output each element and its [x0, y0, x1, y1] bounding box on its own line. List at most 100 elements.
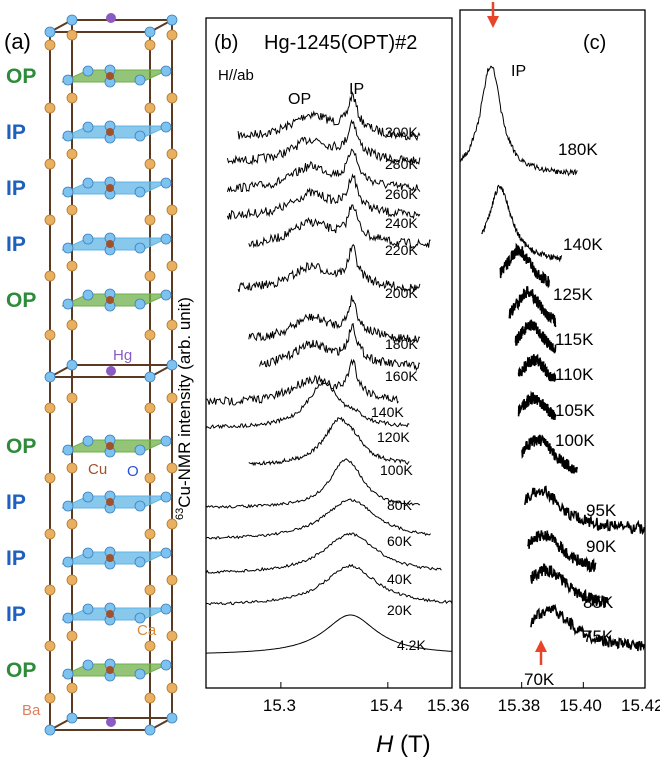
- temperature-label-b: 300K: [385, 124, 418, 140]
- temperature-label-b: 40K: [387, 571, 413, 587]
- temperature-label-b: 160K: [385, 368, 418, 384]
- oxygen-atom: [62, 186, 74, 198]
- spectrum-b-300K: [237, 91, 421, 142]
- spectra-b: [205, 91, 453, 654]
- panel-c-label: (c): [583, 32, 606, 54]
- panel-c-frame: [459, 9, 646, 689]
- spectrum-b-160K: [259, 322, 421, 372]
- copper-atom: [106, 296, 114, 304]
- oxygen-atom: [134, 130, 146, 142]
- temperature-label-c: 90K: [586, 537, 617, 556]
- oxygen-atom: [62, 130, 74, 142]
- barium-atom: [44, 329, 56, 341]
- layer-label-op: OP: [6, 289, 36, 312]
- oxygen-atom: [82, 547, 94, 559]
- corner-oxygen-atom: [66, 14, 78, 26]
- oxygen-atom: [62, 444, 74, 456]
- cu-atom-label: Cu: [88, 461, 107, 478]
- copper-atom: [106, 610, 114, 618]
- temperature-label-b: 220K: [385, 242, 418, 258]
- temperature-labels-c: 180K 140K 125K 115K 110K 105K 100K 95K 90K 85K 75K…: [524, 140, 617, 689]
- calcium-atom: [166, 630, 178, 642]
- oxygen-atom: [62, 242, 74, 254]
- calcium-atom: [44, 270, 56, 282]
- panel-a-label: (a): [4, 29, 31, 54]
- oxygen-atom: [134, 242, 146, 254]
- spectrum-c-90K: [524, 485, 646, 536]
- temperature-label-c: 75K: [583, 627, 614, 646]
- barium-atom: [144, 329, 156, 341]
- layer-label-op: OP: [6, 435, 36, 458]
- oxygen-atom: [62, 668, 74, 680]
- oxygen-atom: [82, 233, 94, 245]
- oxygen-atom: [160, 233, 172, 245]
- spectrum-b-40K: [205, 532, 442, 574]
- calcium-atom: [66, 574, 78, 586]
- nmr-spectra-panel-c: (c) IP 180K 140K 125K 115K 110K 105K 100K 95K 90…: [459, 2, 660, 715]
- temperature-label-b: 60K: [387, 533, 413, 549]
- calcium-atom: [166, 574, 178, 586]
- corner-oxygen-atom: [66, 712, 78, 724]
- calcium-atom: [44, 584, 56, 596]
- barium-atom: [144, 39, 156, 51]
- oxygen-atom: [160, 435, 172, 447]
- spectrum-b-120K: [205, 379, 410, 430]
- layer-label-ip: IP: [6, 121, 26, 144]
- oxygen-atom: [160, 65, 172, 77]
- temperature-label-c: 95K: [586, 501, 617, 520]
- temperature-label-c: 140K: [563, 235, 603, 254]
- oxygen-atom: [160, 289, 172, 301]
- calcium-atom: [44, 158, 56, 170]
- calcium-atom: [144, 640, 156, 652]
- x-tick-label-c: 15.40: [559, 696, 602, 715]
- copper-atom: [106, 498, 114, 506]
- mercury-atom: [106, 13, 116, 23]
- calcium-atom: [144, 472, 156, 484]
- calcium-atom: [66, 204, 78, 216]
- corner-oxygen-atom: [44, 371, 56, 383]
- oxygen-atom: [134, 186, 146, 198]
- op-peak-label: OP: [288, 91, 311, 108]
- barium-atom: [166, 29, 178, 41]
- x-axis-label: H (T): [376, 731, 431, 758]
- oxygen-atom: [134, 500, 146, 512]
- x-tick-label-b: 15.4: [370, 696, 403, 715]
- oxygen-atom: [134, 556, 146, 568]
- y-axis-label: 63Cu-NMR intensity (arb. unit): [174, 297, 194, 520]
- crystal-structure-panel: (a) OP IP IP IP OP OP IP IP IP OP Hg Cu O Ca Ba: [4, 13, 178, 736]
- oxygen-atom: [160, 177, 172, 189]
- temperature-label-c: 125K: [553, 285, 593, 304]
- ip-peak-label: IP: [349, 81, 364, 98]
- oxygen-atom: [160, 547, 172, 559]
- hg-atom-label: Hg: [113, 347, 132, 364]
- x-ticks-b: 15.3 15.4 15.36: [263, 682, 470, 715]
- calcium-atom: [144, 528, 156, 540]
- temperature-label-b: 280K: [385, 156, 418, 172]
- oxygen-atom: [82, 289, 94, 301]
- calcium-atom: [166, 260, 178, 272]
- corner-oxygen-atom: [144, 26, 156, 38]
- oxygen-atom: [62, 612, 74, 624]
- spectrum-b-140K: [206, 358, 399, 406]
- spectrum-c-180K: [459, 65, 578, 177]
- atoms: [44, 13, 178, 736]
- barium-atom: [166, 319, 178, 331]
- temperature-label-c: 110K: [555, 365, 594, 384]
- temperature-label-b: 4.2K: [397, 637, 426, 653]
- layer-label-ip: IP: [6, 547, 26, 570]
- oxygen-atom: [160, 121, 172, 133]
- corner-oxygen-atom: [144, 724, 156, 736]
- copper-atom: [106, 554, 114, 562]
- calcium-atom: [44, 214, 56, 226]
- barium-atom: [166, 682, 178, 694]
- barium-atom: [66, 682, 78, 694]
- corner-oxygen-atom: [44, 26, 56, 38]
- oxygen-atom: [82, 491, 94, 503]
- x-tick-label-b: 15.3: [263, 696, 296, 715]
- calcium-atom: [166, 462, 178, 474]
- oxygen-atom: [134, 74, 146, 86]
- temperature-label-c: 85K: [583, 593, 614, 612]
- calcium-atom: [166, 518, 178, 530]
- calcium-atom: [144, 102, 156, 114]
- mercury-atom: [106, 717, 116, 727]
